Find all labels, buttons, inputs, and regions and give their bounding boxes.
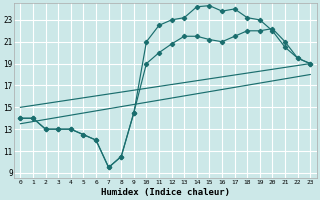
X-axis label: Humidex (Indice chaleur): Humidex (Indice chaleur)	[101, 188, 230, 197]
